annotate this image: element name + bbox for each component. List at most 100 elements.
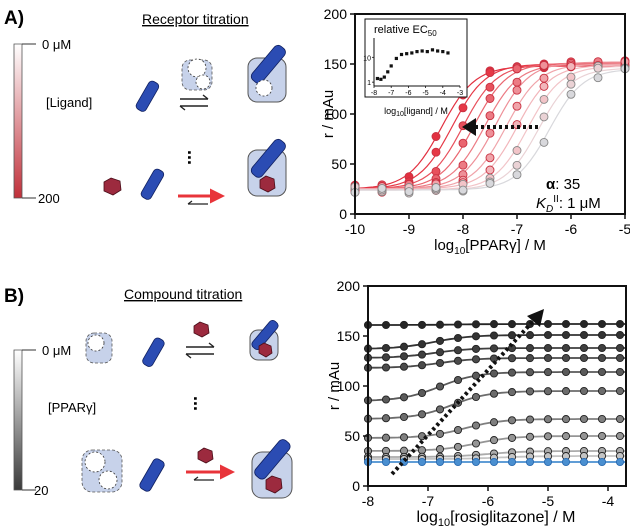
data-point [507,331,517,340]
chart-a: -10 -9 -8 -7 -6 -5 0 50 100 150 200 r / mAu log10[… [320,6,630,257]
ternary-complex-icon-b [251,439,293,499]
data-point [471,439,481,448]
chart-b-points [363,319,625,467]
ligand-icon-b2 [197,447,214,464]
data-point [435,348,445,357]
chart-b-xlabel: log10[rosiglitazone] / M [417,509,576,529]
gradient-top-label: 0 μM [42,37,71,52]
data-point [593,63,603,73]
equilibrium-arrows-b [185,342,215,359]
inset-data-point [375,76,380,81]
data-point [525,354,535,363]
data-point [381,363,391,372]
data-point [435,336,445,345]
inset-data-point [386,70,390,74]
data-point [381,353,391,362]
data-point [615,353,625,363]
data-point [471,332,481,341]
data-point [507,320,517,329]
gradient-b-top-label: 0 μM [42,343,71,358]
data-point [593,73,603,83]
gradient-b-bottom-label: 20 [34,483,48,498]
data-point [417,388,427,398]
data-point [566,62,576,71]
data-point [579,386,589,396]
data-point [561,387,571,396]
data-point [512,101,522,111]
data-point [431,183,441,192]
inset-data-point [446,51,450,55]
apo-receptor-icon [181,58,213,91]
data-point [597,457,607,467]
data-point [417,446,427,455]
data-point [485,165,495,175]
inset-y-tick-label: 1 [367,80,371,87]
data-point [485,94,495,103]
data-point [507,416,517,425]
x-tick-label: -8 [457,221,470,237]
panel-b-letter: B) [4,286,24,307]
data-point [435,382,445,391]
inset-data-point [430,48,435,52]
x-tick-label: -4 [602,493,615,509]
panel-a-letter: A) [4,8,24,29]
data-point [561,330,571,340]
data-point [561,353,571,363]
data-point [435,358,445,368]
x-tick-label: -5 [619,221,630,237]
data-point [489,418,499,427]
data-point [597,319,607,329]
data-point [579,457,589,467]
data-point [489,436,499,445]
inset-x-tick-label: -6 [405,90,411,97]
inset-data-point [410,51,414,55]
inset-xlabel: log10[ligand] / M [384,106,448,118]
data-point [381,433,391,442]
data-point [485,128,495,138]
data-point [525,368,535,377]
data-point [512,146,522,155]
receptor-bar-b2 [139,458,165,492]
ternary-complex-icon [247,138,287,197]
data-point [417,361,427,370]
inset-frame [364,18,468,98]
chart-b-ylabel: r / mAu [326,362,343,410]
y-tick-label: 100 [337,378,361,394]
data-point [525,344,535,353]
y-tick-label: 100 [324,106,348,122]
data-point [579,330,589,340]
apo-receptor-icon-b [85,332,113,364]
data-point [399,433,409,442]
inset-chart: relative EC50 -8 -7 -6 -5 -4 -3 1 10 log10[liga… [363,18,468,118]
dotted-trend-arrow-b [390,309,544,476]
data-point [404,187,414,197]
data-point [399,362,409,371]
inset-points [375,48,450,81]
data-point [489,320,499,329]
data-point [615,367,625,377]
x-tick-label: -7 [422,493,435,509]
data-point [381,395,391,404]
data-point [471,392,481,402]
data-point [566,89,576,99]
data-point [525,331,535,340]
equilibrium-arrows [179,94,209,111]
apo-receptor-icon-b2 [81,449,123,493]
chart-a-xlabel: log10[PPARγ] / M [434,237,546,257]
gradient-bottom-label: 200 [38,191,60,206]
data-point [579,353,589,363]
inset-data-point [405,52,409,56]
panel-b-title: Compound titration [124,286,242,302]
data-point [381,343,391,353]
y-tick-label: 50 [331,156,347,172]
data-point [485,68,495,78]
receptor-bar [135,80,160,112]
data-point [543,319,553,329]
data-point [417,457,427,467]
data-point [615,386,625,396]
x-tick-label: -6 [482,493,495,509]
gradient-b-mid-label: [PPARγ] [48,400,96,415]
inset-x-tick-label: -3 [457,90,463,97]
data-point [512,170,522,180]
data-point [435,405,445,414]
